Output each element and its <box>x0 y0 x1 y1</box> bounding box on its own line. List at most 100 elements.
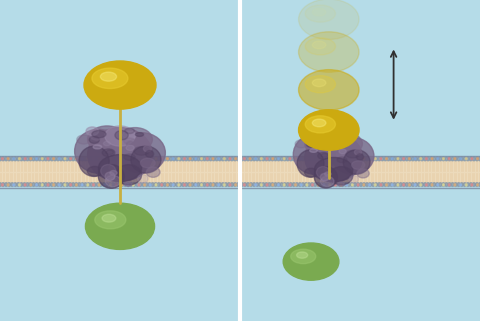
Ellipse shape <box>366 157 369 161</box>
Ellipse shape <box>256 157 259 161</box>
Ellipse shape <box>100 72 117 81</box>
Ellipse shape <box>87 128 153 182</box>
Ellipse shape <box>60 157 62 161</box>
Ellipse shape <box>420 157 423 161</box>
Ellipse shape <box>448 157 451 161</box>
Ellipse shape <box>250 183 252 187</box>
Ellipse shape <box>347 157 350 161</box>
Ellipse shape <box>330 167 353 185</box>
Ellipse shape <box>102 214 116 222</box>
Ellipse shape <box>66 157 69 161</box>
Ellipse shape <box>268 157 271 161</box>
Ellipse shape <box>305 5 336 22</box>
Ellipse shape <box>292 183 295 187</box>
Ellipse shape <box>8 157 11 161</box>
Ellipse shape <box>75 157 78 161</box>
Ellipse shape <box>272 157 274 160</box>
Ellipse shape <box>87 157 89 160</box>
Ellipse shape <box>390 183 393 187</box>
Ellipse shape <box>66 183 69 187</box>
Ellipse shape <box>148 183 151 187</box>
Ellipse shape <box>297 150 324 177</box>
Ellipse shape <box>234 157 237 161</box>
Ellipse shape <box>19 184 20 186</box>
Ellipse shape <box>132 184 134 186</box>
Ellipse shape <box>318 152 329 159</box>
Ellipse shape <box>320 132 347 150</box>
Ellipse shape <box>250 157 252 161</box>
Ellipse shape <box>374 184 376 186</box>
Ellipse shape <box>271 157 274 161</box>
Ellipse shape <box>90 157 93 161</box>
Ellipse shape <box>85 203 155 249</box>
Ellipse shape <box>472 183 475 187</box>
Ellipse shape <box>161 184 163 186</box>
Ellipse shape <box>120 183 123 187</box>
Ellipse shape <box>212 183 215 187</box>
Ellipse shape <box>312 41 326 49</box>
Ellipse shape <box>23 157 26 161</box>
Ellipse shape <box>81 184 83 186</box>
Ellipse shape <box>385 184 387 186</box>
Ellipse shape <box>420 184 421 186</box>
Ellipse shape <box>306 184 308 186</box>
Ellipse shape <box>118 183 120 187</box>
Ellipse shape <box>163 157 166 161</box>
Ellipse shape <box>32 183 35 187</box>
Ellipse shape <box>374 157 376 160</box>
Ellipse shape <box>189 184 191 186</box>
Ellipse shape <box>87 166 102 176</box>
Ellipse shape <box>451 183 454 187</box>
Ellipse shape <box>329 157 331 160</box>
Ellipse shape <box>443 184 444 186</box>
Ellipse shape <box>344 183 347 187</box>
Ellipse shape <box>105 172 115 180</box>
Ellipse shape <box>191 183 194 187</box>
Ellipse shape <box>102 149 115 157</box>
Ellipse shape <box>235 157 237 160</box>
Ellipse shape <box>75 184 77 186</box>
Ellipse shape <box>414 184 416 186</box>
Ellipse shape <box>460 184 461 186</box>
Ellipse shape <box>167 157 168 160</box>
Ellipse shape <box>78 183 81 187</box>
Ellipse shape <box>96 183 99 187</box>
Ellipse shape <box>378 157 381 161</box>
Ellipse shape <box>29 157 32 161</box>
Ellipse shape <box>144 184 145 186</box>
Ellipse shape <box>335 184 336 186</box>
Ellipse shape <box>425 157 427 160</box>
Ellipse shape <box>20 183 23 187</box>
Ellipse shape <box>384 183 387 187</box>
Ellipse shape <box>476 157 479 161</box>
Ellipse shape <box>230 183 233 187</box>
Ellipse shape <box>109 184 111 186</box>
Ellipse shape <box>320 183 323 187</box>
Ellipse shape <box>154 183 157 187</box>
Ellipse shape <box>471 184 473 186</box>
Ellipse shape <box>215 157 218 161</box>
Ellipse shape <box>90 183 93 187</box>
Ellipse shape <box>385 157 387 160</box>
Ellipse shape <box>223 184 225 186</box>
Ellipse shape <box>362 157 365 161</box>
Ellipse shape <box>420 183 423 187</box>
Ellipse shape <box>329 157 332 161</box>
Ellipse shape <box>11 183 14 187</box>
Ellipse shape <box>201 157 203 160</box>
Ellipse shape <box>209 183 212 187</box>
Ellipse shape <box>357 157 360 161</box>
Ellipse shape <box>57 183 60 187</box>
Ellipse shape <box>354 149 361 155</box>
Ellipse shape <box>247 157 250 161</box>
Ellipse shape <box>178 184 180 186</box>
Ellipse shape <box>234 183 237 187</box>
Ellipse shape <box>255 184 257 186</box>
Ellipse shape <box>93 184 95 186</box>
Ellipse shape <box>197 157 200 161</box>
Ellipse shape <box>44 157 47 161</box>
Ellipse shape <box>350 183 353 187</box>
Ellipse shape <box>142 183 145 187</box>
Ellipse shape <box>163 183 166 187</box>
Ellipse shape <box>297 252 308 258</box>
